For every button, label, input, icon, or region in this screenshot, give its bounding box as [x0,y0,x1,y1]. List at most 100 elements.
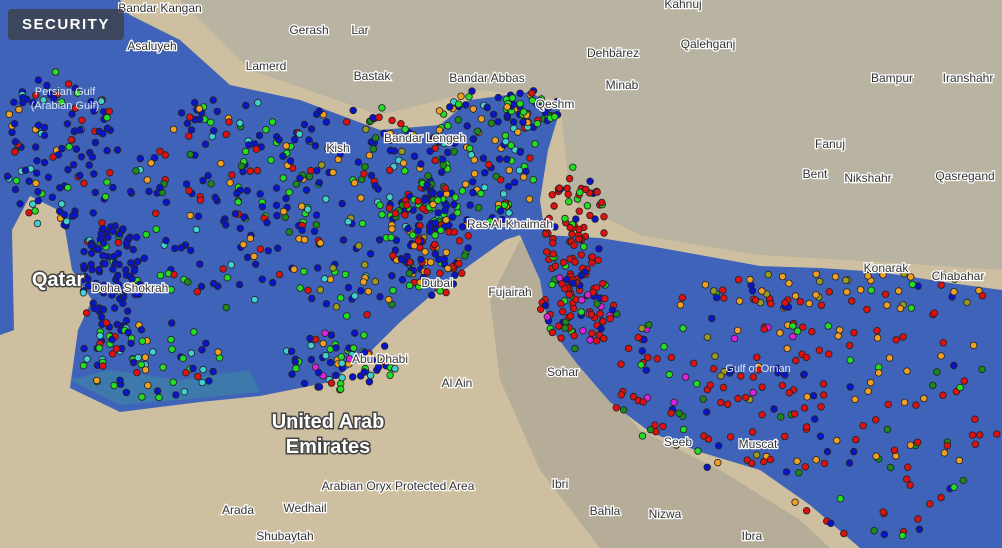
vessel-marker[interactable] [241,147,250,156]
vessel-marker[interactable] [526,154,534,162]
vessel-marker[interactable] [62,217,71,225]
vessel-marker[interactable] [231,209,240,218]
vessel-marker[interactable] [222,303,230,312]
vessel-marker[interactable] [371,181,379,190]
vessel-marker[interactable] [681,373,690,381]
vessel-marker[interactable] [800,404,809,412]
vessel-marker[interactable] [43,81,51,90]
vessel-marker[interactable] [812,291,820,299]
vessel-marker[interactable] [355,242,363,250]
vessel-marker[interactable] [256,190,264,198]
vessel-marker[interactable] [96,332,104,340]
vessel-marker[interactable] [850,329,858,337]
vessel-marker[interactable] [12,176,21,185]
vessel-marker[interactable] [642,366,650,374]
vessel-marker[interactable] [134,353,142,362]
vessel-marker[interactable] [950,483,958,491]
vessel-marker[interactable] [783,344,791,353]
vessel-marker[interactable] [896,304,905,313]
vessel-marker[interactable] [959,476,967,485]
vessel-marker[interactable] [993,430,1001,438]
vessel-marker[interactable] [140,254,149,262]
vessel-marker[interactable] [10,119,19,128]
vessel-marker[interactable] [634,333,642,342]
vessel-marker[interactable] [142,230,150,239]
vessel-marker[interactable] [930,309,939,317]
vessel-marker[interactable] [132,233,141,241]
vessel-marker[interactable] [159,363,167,371]
vessel-marker[interactable] [802,423,811,431]
vessel-marker[interactable] [586,211,594,220]
vessel-marker[interactable] [147,159,155,167]
vessel-marker[interactable] [375,113,383,121]
vessel-marker[interactable] [324,145,332,153]
vessel-marker[interactable] [444,264,452,273]
vessel-marker[interactable] [703,463,711,471]
vessel-marker[interactable] [451,271,459,279]
vessel-marker[interactable] [332,303,341,311]
vessel-marker[interactable] [833,436,841,445]
vessel-marker[interactable] [185,132,193,140]
vessel-marker[interactable] [371,277,379,286]
vessel-marker[interactable] [575,235,583,243]
vessel-marker[interactable] [752,296,760,304]
vessel-marker[interactable] [550,202,558,210]
vessel-marker[interactable] [619,406,628,414]
vessel-marker[interactable] [262,125,270,134]
vessel-marker[interactable] [494,118,502,126]
vessel-marker[interactable] [906,481,914,489]
vessel-marker[interactable] [555,322,563,330]
vessel-marker[interactable] [403,201,411,209]
vessel-marker[interactable] [385,204,393,212]
vessel-marker[interactable] [179,354,187,363]
vessel-marker[interactable] [80,247,88,256]
vessel-marker[interactable] [851,395,859,404]
vessel-marker[interactable] [39,96,48,104]
vessel-marker[interactable] [645,321,653,329]
vessel-marker[interactable] [80,344,88,353]
vessel-marker[interactable] [162,236,170,245]
vessel-marker[interactable] [419,274,428,282]
vessel-marker[interactable] [187,349,195,357]
vessel-marker[interactable] [898,531,907,540]
vessel-marker[interactable] [186,150,194,159]
vessel-marker[interactable] [939,271,947,279]
vessel-marker[interactable] [298,226,306,234]
vessel-marker[interactable] [907,273,915,281]
vessel-marker[interactable] [417,255,425,264]
vessel-marker[interactable] [79,361,88,370]
vessel-marker[interactable] [103,146,111,155]
vessel-marker[interactable] [113,320,121,329]
vessel-marker[interactable] [749,388,757,397]
vessel-marker[interactable] [672,441,681,449]
vessel-marker[interactable] [423,268,431,276]
vessel-marker[interactable] [409,130,417,139]
vessel-marker[interactable] [950,361,958,370]
vessel-marker[interactable] [583,201,592,210]
vessel-marker[interactable] [477,115,486,123]
vessel-marker[interactable] [774,369,782,377]
vessel-marker[interactable] [311,363,320,371]
vessel-marker[interactable] [198,346,206,354]
vessel-marker[interactable] [976,431,984,439]
vessel-marker[interactable] [141,353,149,361]
vessel-marker[interactable] [734,394,742,403]
vessel-marker[interactable] [33,219,42,228]
vessel-marker[interactable] [300,235,309,244]
vessel-marker[interactable] [670,398,678,406]
vessel-marker[interactable] [99,289,108,297]
vessel-marker[interactable] [904,463,912,471]
vessel-marker[interactable] [71,104,79,112]
vessel-marker[interactable] [781,432,789,441]
vessel-marker[interactable] [793,457,801,465]
vessel-marker[interactable] [726,433,735,441]
vessel-marker[interactable] [415,213,424,221]
vessel-marker[interactable] [624,344,633,353]
vessel-marker[interactable] [5,110,13,118]
vessel-marker[interactable] [608,306,617,314]
vessel-marker[interactable] [600,334,608,343]
vessel-marker[interactable] [269,278,277,287]
vessel-marker[interactable] [127,259,135,267]
vessel-marker[interactable] [226,179,234,187]
vessel-marker[interactable] [302,186,311,194]
